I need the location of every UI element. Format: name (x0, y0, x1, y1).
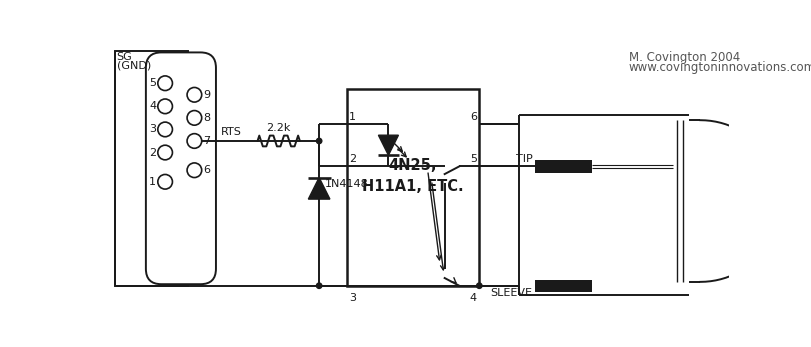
Text: 5: 5 (149, 78, 156, 88)
Polygon shape (308, 178, 329, 199)
Circle shape (187, 87, 201, 102)
Text: www.covingtoninnovations.com: www.covingtoninnovations.com (628, 61, 811, 74)
Text: M. Covington 2004: M. Covington 2004 (628, 51, 739, 64)
Circle shape (157, 122, 172, 137)
Text: 1N4148: 1N4148 (324, 179, 368, 189)
Polygon shape (378, 135, 398, 155)
Circle shape (476, 283, 482, 288)
Text: 8: 8 (203, 113, 210, 123)
Circle shape (187, 134, 201, 148)
Text: 2: 2 (349, 154, 356, 164)
Text: 3: 3 (149, 125, 156, 134)
Text: (GND): (GND) (117, 60, 151, 70)
Text: 2: 2 (149, 147, 156, 158)
Text: SG: SG (117, 52, 132, 62)
Circle shape (187, 163, 201, 178)
Text: 4: 4 (149, 101, 156, 111)
Text: 6: 6 (470, 112, 476, 122)
Text: 1: 1 (149, 177, 156, 187)
Bar (534, 160, 592, 172)
Text: 4N25,
H11A1, ETC.: 4N25, H11A1, ETC. (362, 158, 463, 194)
Circle shape (157, 76, 172, 91)
Text: 9: 9 (203, 90, 210, 100)
Text: TIP: TIP (515, 154, 532, 164)
Text: 2.2k: 2.2k (266, 123, 290, 133)
Circle shape (157, 175, 172, 189)
Circle shape (316, 283, 321, 288)
Circle shape (316, 138, 321, 144)
Circle shape (157, 99, 172, 113)
Circle shape (187, 111, 201, 125)
Bar (115, 51, 188, 286)
Bar (534, 280, 592, 292)
Text: 1: 1 (349, 112, 356, 122)
Text: 4: 4 (470, 294, 476, 303)
Circle shape (157, 145, 172, 160)
Text: SLEEVE: SLEEVE (490, 288, 532, 298)
Text: RTS: RTS (221, 127, 241, 137)
Text: 3: 3 (349, 294, 356, 303)
Text: 7: 7 (203, 136, 210, 146)
Bar (346, 90, 478, 286)
FancyBboxPatch shape (146, 52, 216, 284)
Text: 6: 6 (203, 165, 210, 175)
Text: 5: 5 (470, 154, 476, 164)
